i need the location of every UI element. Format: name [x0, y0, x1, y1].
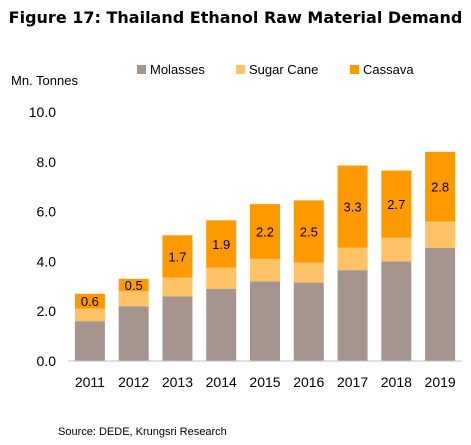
legend: Molasses Sugar Cane Cassava: [137, 62, 414, 77]
data-label-2018: 2.7: [387, 197, 405, 212]
y-tick-label: 2.0: [37, 303, 57, 319]
data-label-2012: 0.5: [125, 278, 143, 293]
legend-swatch-cassava: [350, 65, 359, 74]
data-label-2015: 2.2: [256, 225, 274, 240]
bars: [74, 151, 456, 361]
bar-molasses-2015: [250, 281, 280, 361]
legend-swatch-molasses: [137, 65, 146, 74]
bar-cassava-2015: [250, 204, 280, 259]
bar-cassava-2014: [206, 220, 237, 268]
source-note: Source: DEDE, Krungsri Research: [58, 426, 227, 438]
bar-cassava-2016: [293, 200, 324, 263]
bar-sugar-cane-2014: [206, 267, 237, 289]
legend-label-sugar-cane: Sugar Cane: [249, 62, 318, 77]
x-tick-label-2017: 2017: [337, 374, 368, 390]
bar-sugar-cane-2013: [162, 277, 193, 297]
x-tick-label-2012: 2012: [118, 374, 149, 390]
x-tick-label-2013: 2013: [162, 374, 193, 390]
bar-molasses-2016: [293, 282, 324, 361]
legend-label-cassava: Cassava: [363, 62, 414, 77]
x-tick-label-2011: 2011: [75, 374, 105, 390]
y-axis-ticks: 0.0 2.0 4.0 6.0 8.0 10.0: [29, 104, 56, 369]
bar-cassava-2013: [162, 235, 193, 278]
bar-molasses-2017: [337, 270, 368, 361]
bar-cassava-2012: [118, 278, 149, 292]
bar-sugar-cane-2016: [293, 262, 324, 283]
data-label-2014: 1.9: [212, 237, 230, 252]
y-tick-label: 0.0: [37, 353, 57, 369]
y-axis-label: Mn. Tonnes: [11, 73, 78, 88]
y-tick-label: 6.0: [37, 204, 57, 220]
data-labels: 0.6 0.5 1.7 1.9 2.2 2.5 3.3 2.7 2.8: [81, 180, 449, 310]
data-label-2016: 2.5: [300, 225, 318, 240]
y-tick-label: 4.0: [37, 253, 57, 269]
bar-cassava-2011: [74, 293, 105, 309]
data-label-2013: 1.7: [168, 249, 186, 264]
x-tick-label-2014: 2014: [206, 374, 237, 390]
legend-label-molasses: Molasses: [150, 62, 205, 77]
bar-sugar-cane-2011: [74, 308, 105, 322]
y-tick-label: 10.0: [29, 104, 56, 120]
bar-molasses-2013: [162, 296, 193, 361]
bar-molasses-2014: [206, 288, 237, 361]
y-tick-label: 8.0: [37, 154, 57, 170]
chart-title: Figure 17: Thailand Ethanol Raw Material…: [8, 8, 463, 27]
bar-cassava-2017: [337, 165, 368, 248]
bar-molasses-2019: [425, 247, 456, 361]
bar-molasses-2012: [118, 306, 149, 361]
bar-cassava-2019: [425, 151, 456, 222]
bar-cassava-2018: [381, 170, 412, 238]
legend-swatch-sugar-cane: [236, 65, 245, 74]
bar-sugar-cane-2015: [250, 258, 280, 282]
bar-sugar-cane-2018: [381, 237, 412, 262]
bar-sugar-cane-2017: [337, 247, 368, 271]
bar-sugar-cane-2019: [425, 221, 456, 248]
x-axis-ticks: 2011 2012 2013 2014 2015 2016 2017 2018 2019: [75, 374, 456, 390]
x-tick-label-2016: 2016: [293, 374, 324, 390]
bar-molasses-2011: [74, 321, 105, 361]
x-tick-label-2015: 2015: [249, 374, 280, 390]
data-label-2011: 0.6: [81, 294, 99, 309]
data-label-2017: 3.3: [344, 200, 362, 215]
bar-sugar-cane-2012: [118, 291, 149, 307]
bar-molasses-2018: [381, 261, 412, 361]
x-tick-label-2018: 2018: [381, 374, 412, 390]
x-tick-label-2019: 2019: [425, 374, 456, 390]
data-label-2019: 2.8: [431, 180, 449, 195]
